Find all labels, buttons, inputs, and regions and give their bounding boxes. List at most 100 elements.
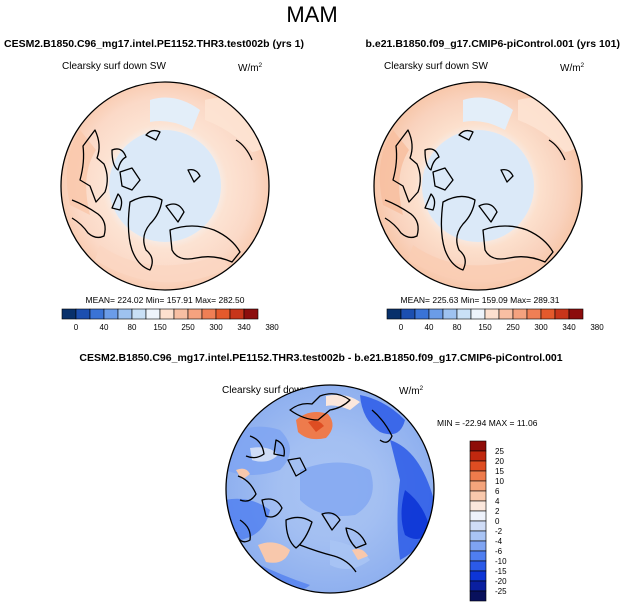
- colorbar-swatch: [469, 440, 487, 452]
- colorbar-swatch: [187, 308, 203, 320]
- panel-1-title: CESM2.B1850.C96_mg17.intel.PE1152.THR3.t…: [4, 38, 304, 50]
- colorbar-swatch: [243, 308, 259, 320]
- colorbar-swatch: [386, 308, 402, 320]
- panel-1-map: [60, 81, 270, 291]
- colorbar-tick-label: 10: [495, 477, 504, 486]
- colorbar-swatch: [469, 580, 487, 592]
- colorbar-tick-label: 300: [534, 323, 548, 332]
- colorbar-swatch: [469, 570, 487, 582]
- panel-1-colorbar: [61, 308, 259, 320]
- colorbar-swatch: [229, 308, 245, 320]
- colorbar-swatch: [442, 308, 458, 320]
- colorbar-swatch: [117, 308, 133, 320]
- colorbar-swatch: [428, 308, 444, 320]
- colorbar-swatch: [469, 540, 487, 552]
- colorbar-tick-label: 0: [74, 323, 79, 332]
- colorbar-tick-label: -2: [495, 527, 503, 536]
- colorbar-tick-label: 0: [399, 323, 404, 332]
- panel-3-stats: MIN = -22.94 MAX = 11.06: [437, 418, 538, 428]
- colorbar-tick-label: 20: [495, 457, 504, 466]
- colorbar-tick-label: -10: [495, 557, 507, 566]
- colorbar-swatch: [498, 308, 514, 320]
- colorbar-swatch: [568, 308, 584, 320]
- panel-test-run: CESM2.B1850.C96_mg17.intel.PE1152.THR3.t…: [4, 38, 304, 332]
- colorbar-swatch: [173, 308, 189, 320]
- colorbar-swatch: [89, 308, 105, 320]
- colorbar-tick-label: 380: [265, 323, 279, 332]
- colorbar-tick-label: 40: [425, 323, 434, 332]
- panel-2-colorbar: [386, 308, 584, 320]
- panel-1-stats: MEAN= 224.02 Min= 157.91 Max= 282.50: [85, 295, 244, 305]
- colorbar-swatch: [159, 308, 175, 320]
- colorbar-tick-label: 80: [453, 323, 462, 332]
- colorbar-tick-label: 80: [128, 323, 137, 332]
- colorbar-tick-label: 250: [506, 323, 520, 332]
- colorbar-swatch: [469, 490, 487, 502]
- panel-2-variable-label: Clearsky surf down SW: [384, 61, 488, 72]
- panel-2-units: W/m2: [560, 62, 585, 74]
- colorbar-swatch: [469, 520, 487, 532]
- colorbar-tick-label: -6: [495, 547, 503, 556]
- colorbar-tick-label: 250: [181, 323, 195, 332]
- colorbar-swatch: [400, 308, 416, 320]
- colorbar-swatch: [201, 308, 217, 320]
- colorbar-swatch: [456, 308, 472, 320]
- colorbar-tick-label: -20: [495, 577, 507, 586]
- colorbar-swatch: [469, 590, 487, 602]
- figure-title: MAM: [286, 2, 337, 27]
- colorbar-swatch: [512, 308, 528, 320]
- colorbar-tick-label: 40: [100, 323, 109, 332]
- panel-2-map: [373, 81, 583, 291]
- colorbar-swatch: [61, 308, 77, 320]
- colorbar-tick-label: -4: [495, 537, 503, 546]
- colorbar-swatch: [131, 308, 147, 320]
- colorbar-swatch: [103, 308, 119, 320]
- colorbar-swatch: [469, 470, 487, 482]
- panel-3-colorbar: [469, 440, 487, 602]
- colorbar-swatch: [215, 308, 231, 320]
- colorbar-tick-label: 150: [153, 323, 167, 332]
- colorbar-tick-label: 300: [209, 323, 223, 332]
- panel-control-run: b.e21.B1850.f09_g17.CMIP6-piControl.001 …: [366, 38, 620, 332]
- panel-1-units: W/m2: [238, 62, 263, 74]
- colorbar-swatch: [540, 308, 556, 320]
- colorbar-swatch: [469, 530, 487, 542]
- colorbar-tick-label: 380: [590, 323, 604, 332]
- colorbar-tick-label: -15: [495, 567, 507, 576]
- panel-difference: CESM2.B1850.C96_mg17.intel.PE1152.THR3.t…: [79, 352, 563, 602]
- colorbar-tick-label: 4: [495, 497, 500, 506]
- panel-2-stats: MEAN= 225.63 Min= 159.09 Max= 289.31: [400, 295, 559, 305]
- panel-3-map: [225, 384, 435, 594]
- colorbar-tick-label: 340: [562, 323, 576, 332]
- colorbar-tick-label: -25: [495, 587, 507, 596]
- panel-3-title: CESM2.B1850.C96_mg17.intel.PE1152.THR3.t…: [79, 352, 562, 364]
- colorbar-swatch: [469, 500, 487, 512]
- colorbar-tick-label: 25: [495, 447, 504, 456]
- colorbar-swatch: [469, 480, 487, 492]
- colorbar-tick-label: 2: [495, 507, 500, 516]
- colorbar-swatch: [470, 308, 486, 320]
- colorbar-tick-label: 6: [495, 487, 500, 496]
- colorbar-swatch: [469, 550, 487, 562]
- colorbar-tick-label: 150: [478, 323, 492, 332]
- panel-2-colorbar-labels: 0 40 80 150 250 300 340 380: [399, 323, 604, 332]
- colorbar-swatch: [526, 308, 542, 320]
- colorbar-tick-label: 340: [237, 323, 251, 332]
- colorbar-swatch: [469, 450, 487, 462]
- panel-1-variable-label: Clearsky surf down SW: [62, 61, 166, 72]
- colorbar-tick-label: 15: [495, 467, 504, 476]
- panel-3-units: W/m2: [399, 385, 424, 397]
- colorbar-swatch: [145, 308, 161, 320]
- colorbar-swatch: [414, 308, 430, 320]
- colorbar-swatch: [484, 308, 500, 320]
- colorbar-swatch: [75, 308, 91, 320]
- panel-1-colorbar-labels: 0 40 80 150 250 300 340 380: [74, 323, 279, 332]
- colorbar-swatch: [554, 308, 570, 320]
- colorbar-tick-label: 0: [495, 517, 500, 526]
- panel-3-variable-label: Clearsky surf down SW: [222, 385, 326, 396]
- colorbar-swatch: [469, 510, 487, 522]
- colorbar-swatch: [469, 560, 487, 572]
- colorbar-swatch: [469, 460, 487, 472]
